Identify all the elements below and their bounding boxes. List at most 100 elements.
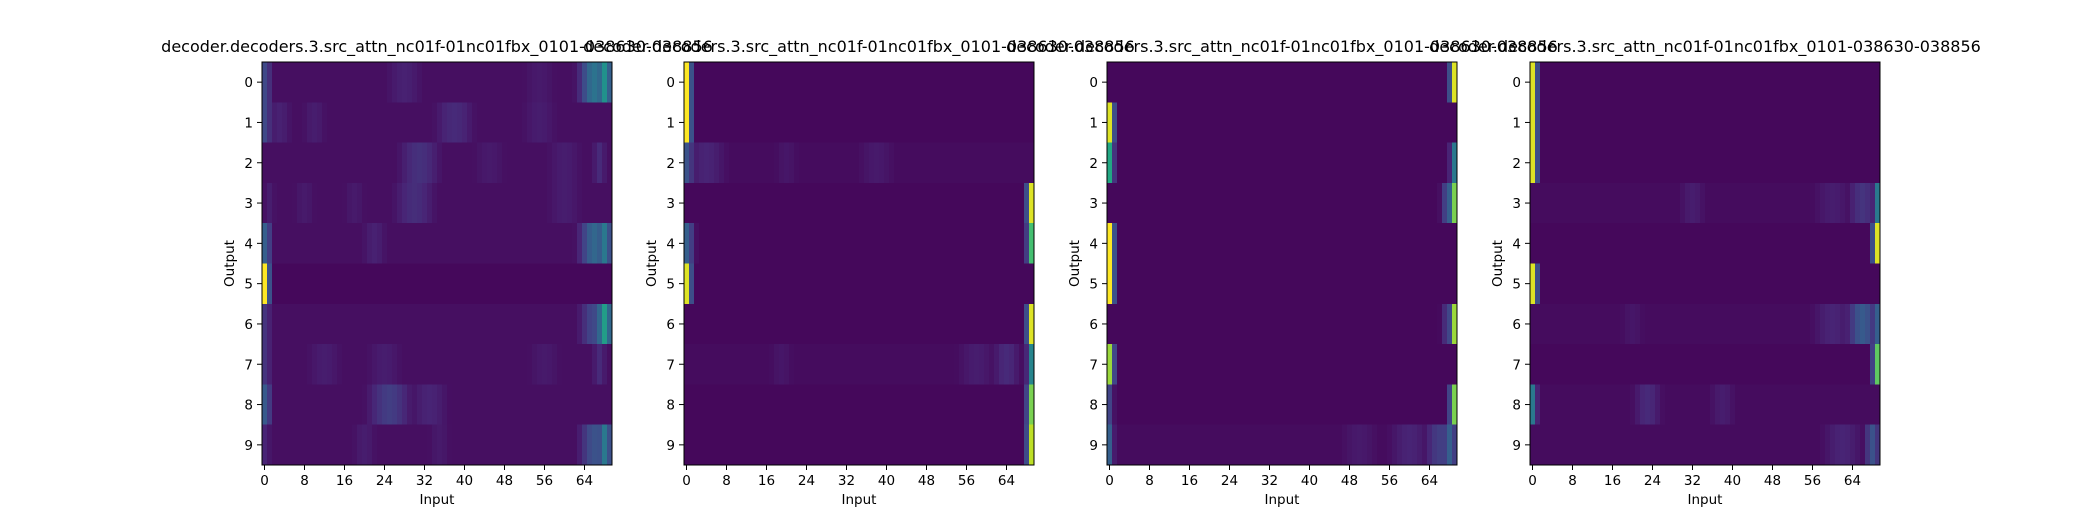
heatmap-cell bbox=[1004, 102, 1010, 144]
heatmap-cell bbox=[774, 223, 780, 265]
heatmap-cell bbox=[517, 102, 523, 144]
heatmap-cell bbox=[934, 223, 940, 265]
heatmap-cell bbox=[959, 424, 965, 466]
heatmap-cell bbox=[1232, 223, 1238, 265]
heatmap-cell bbox=[392, 424, 398, 466]
heatmap-cell bbox=[437, 263, 443, 305]
heatmap-cell bbox=[1570, 142, 1576, 184]
heatmap-cell bbox=[1142, 344, 1148, 385]
heatmap-cell bbox=[592, 384, 598, 426]
heatmap-cell bbox=[1252, 223, 1258, 265]
heatmap-cell bbox=[497, 62, 503, 103]
heatmap-cell bbox=[1362, 424, 1368, 466]
heatmap-cell bbox=[487, 384, 493, 426]
heatmap-cell bbox=[709, 182, 715, 224]
heatmap-cell bbox=[844, 102, 850, 144]
x-tick-label: 32 bbox=[1261, 473, 1278, 489]
heatmap-cell bbox=[477, 62, 483, 103]
heatmap-cell bbox=[457, 303, 463, 345]
heatmap-cell bbox=[1860, 344, 1866, 385]
heatmap-cell bbox=[532, 223, 538, 265]
heatmap-cell bbox=[944, 384, 950, 426]
heatmap-cell bbox=[1212, 384, 1218, 426]
heatmap-cell bbox=[994, 263, 1000, 305]
heatmap-cell bbox=[1447, 344, 1453, 385]
heatmap-cell bbox=[457, 102, 463, 144]
heatmap-cell bbox=[1600, 344, 1606, 385]
heatmap-cell bbox=[507, 424, 513, 466]
heatmap-cell bbox=[929, 62, 935, 103]
heatmap-cell bbox=[1815, 102, 1821, 144]
heatmap-cell bbox=[724, 424, 730, 466]
heatmap-cell bbox=[944, 182, 950, 224]
heatmap-cell bbox=[1327, 182, 1333, 224]
heatmap-cell bbox=[939, 223, 945, 265]
heatmap-cell bbox=[1795, 263, 1801, 305]
heatmap-cell bbox=[1417, 182, 1423, 224]
heatmap-cell bbox=[307, 344, 313, 385]
heatmap-cell bbox=[1107, 384, 1113, 426]
heatmap-cell bbox=[789, 424, 795, 466]
x-tick-label: 0 bbox=[260, 473, 269, 489]
heatmap-cell bbox=[1875, 62, 1881, 103]
heatmap-cell bbox=[1272, 102, 1278, 144]
heatmap-cell bbox=[1362, 344, 1368, 385]
heatmap-cell bbox=[1825, 62, 1831, 103]
heatmap-cell bbox=[1605, 303, 1611, 345]
heatmap-cell bbox=[869, 62, 875, 103]
heatmap-cell bbox=[964, 303, 970, 345]
heatmap-cell bbox=[517, 303, 523, 345]
heatmap-cell bbox=[1675, 303, 1681, 345]
heatmap-cell bbox=[849, 384, 855, 426]
heatmap-cell bbox=[774, 384, 780, 426]
heatmap-cell bbox=[1322, 424, 1328, 466]
heatmap-cell bbox=[547, 263, 553, 305]
heatmap-cell bbox=[1342, 344, 1348, 385]
heatmap-cell bbox=[337, 384, 343, 426]
heatmap-cell bbox=[1620, 344, 1626, 385]
heatmap-cell bbox=[1720, 344, 1726, 385]
heatmap-cell bbox=[1730, 142, 1736, 184]
heatmap-cell bbox=[1765, 182, 1771, 224]
heatmap-cell bbox=[1029, 102, 1035, 144]
heatmap-cell bbox=[1550, 62, 1556, 103]
heatmap-cell bbox=[567, 62, 573, 103]
heatmap-cell bbox=[437, 303, 443, 345]
heatmap-cell bbox=[914, 102, 920, 144]
heatmap-cell bbox=[1267, 424, 1273, 466]
heatmap-cell bbox=[1402, 182, 1408, 224]
heatmap-cell bbox=[1257, 344, 1263, 385]
heatmap-cell bbox=[327, 424, 333, 466]
heatmap-cell bbox=[477, 424, 483, 466]
heatmap-cell bbox=[829, 384, 835, 426]
heatmap-cell bbox=[1705, 102, 1711, 144]
heatmap-cell bbox=[719, 303, 725, 345]
heatmap-cell bbox=[1122, 142, 1128, 184]
heatmap-cell bbox=[512, 102, 518, 144]
heatmap-cell bbox=[1422, 384, 1428, 426]
x-axis-label: Input bbox=[1265, 492, 1300, 508]
heatmap-cell bbox=[392, 142, 398, 184]
heatmap-cell bbox=[1780, 344, 1786, 385]
heatmap-cell bbox=[372, 62, 378, 103]
heatmap-cell bbox=[1192, 223, 1198, 265]
heatmap-cell bbox=[1755, 303, 1761, 345]
heatmap-cell bbox=[1302, 344, 1308, 385]
heatmap-cell bbox=[377, 142, 383, 184]
heatmap-cell bbox=[1127, 424, 1133, 466]
heatmap-cell bbox=[1550, 303, 1556, 345]
heatmap-cell bbox=[839, 344, 845, 385]
heatmap-cell bbox=[577, 344, 583, 385]
heatmap-cell bbox=[899, 263, 905, 305]
heatmap-cell bbox=[1715, 263, 1721, 305]
y-tick-label: 4 bbox=[1512, 236, 1521, 252]
heatmap-cell bbox=[844, 62, 850, 103]
heatmap-cell bbox=[1865, 62, 1871, 103]
heatmap-cell bbox=[1670, 344, 1676, 385]
heatmap-cell bbox=[1855, 263, 1861, 305]
heatmap-cell bbox=[1297, 223, 1303, 265]
heatmap-cell bbox=[699, 182, 705, 224]
y-tick-label: 1 bbox=[1089, 115, 1098, 131]
heatmap-cell bbox=[869, 344, 875, 385]
heatmap-cell bbox=[297, 182, 303, 224]
